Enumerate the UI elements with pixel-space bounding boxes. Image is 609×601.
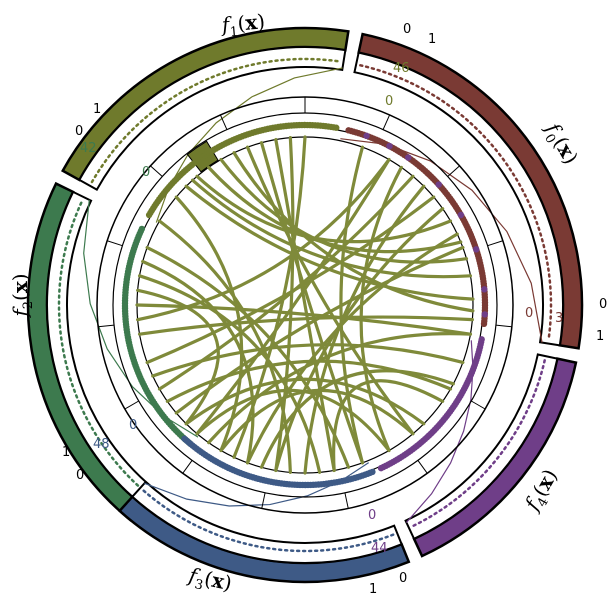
inner-separator [107,240,123,247]
dotted-arc-f1 [90,57,341,184]
chord-link [339,145,365,465]
inner-separator [417,460,428,474]
dotted-arc-f0 [359,64,553,341]
inner-separator [98,324,115,328]
point-f4-accent [405,154,412,161]
point-f0 [480,320,488,328]
chord-link [195,157,391,436]
zero-f2: 0 [142,165,150,180]
tick-f4-max: 1 [596,329,604,344]
inner-separator [471,400,486,410]
zero-f0: 0 [525,306,533,321]
tick-f4-min: 0 [399,571,407,586]
point-f4-accent [481,311,488,318]
inner-separator [487,240,503,247]
chord-link [245,232,459,465]
zero-f3: 0 [129,418,137,433]
point-f1 [333,124,340,131]
outer-block-f3 [130,480,403,564]
chord-links [135,135,475,475]
zero-f1: 0 [385,94,393,109]
point-f4 [377,464,385,472]
tick-f0-max: 1 [428,32,436,47]
tick-f1-max: 0 [403,22,411,37]
tick-f2-max: 0 [75,124,83,139]
inner-separator [382,114,391,130]
point-f2 [138,225,146,233]
point-f4-accent [457,211,465,219]
chord-link [207,165,463,254]
chord-link [259,369,455,469]
inner-separator [261,492,266,509]
tick-f0-min: 0 [599,297,607,312]
chord-link [232,151,475,313]
zero-f4: 0 [368,508,376,523]
outer-sector-ring [26,26,584,584]
chord-link [141,259,255,465]
inner-separator [447,165,460,177]
tick-f3-min: 0 [76,468,84,483]
tick-f1-min: 1 [93,102,101,117]
count-f2: 42 [80,141,97,156]
chord-link [274,137,336,473]
outer-block-f1 [77,46,347,191]
chord-link [303,184,426,475]
dotted-arc-f4 [411,359,546,528]
count-f1: 46 [393,61,410,76]
count-f0: 37 [555,311,572,326]
chord-link [274,136,295,473]
tick-f2-min: 1 [62,445,70,460]
point-f4-accent [386,142,393,150]
chord-link [219,388,415,453]
dotted-arc-f3 [142,489,395,553]
inner-separator [495,324,512,328]
dotted-arc-f2 [57,199,149,495]
chord-link [359,165,403,453]
point-f4-accent [472,246,480,253]
point-f4-accent [481,286,488,293]
tick-f3-max: 1 [369,582,377,597]
inner-separator [124,400,139,410]
inner-separator [219,114,228,130]
chord-link [207,332,473,445]
chord-link [195,388,391,453]
point-ring [121,121,489,489]
chord-link [165,359,453,403]
sector-title-f2: f2(x) [8,273,36,318]
chord-link [137,315,474,336]
chord-link [259,141,365,465]
chord-link [332,379,445,473]
point-f4-accent [363,132,370,140]
point-f4-accent [435,181,442,188]
inner-separator [344,492,349,509]
chord-link [136,288,220,426]
chord-link [184,377,426,426]
count-f3: 48 [93,437,110,452]
chord-link [232,135,307,459]
chord-link [151,343,465,378]
count-f4: 44 [371,541,388,556]
outer-block-f0 [353,51,564,347]
chord-link [135,303,473,336]
point-f3 [181,435,188,442]
chord-link [145,195,436,365]
inner-separator [150,165,163,177]
chord-link [174,195,244,453]
chord-link [245,145,415,436]
chord-link [190,178,473,279]
chord-link [136,157,391,322]
inner-separator [182,460,193,474]
